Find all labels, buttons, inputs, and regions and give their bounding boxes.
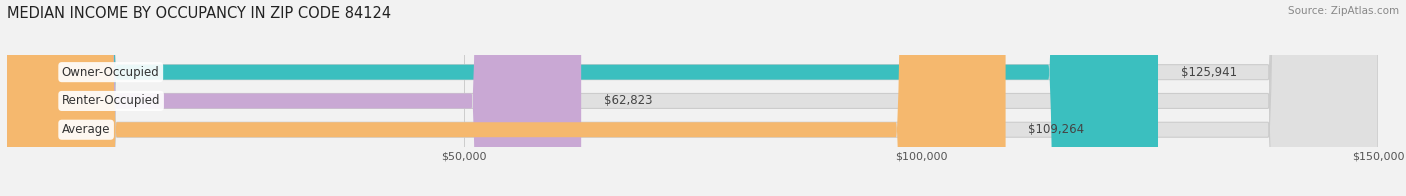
Text: $62,823: $62,823 (605, 94, 652, 107)
FancyBboxPatch shape (7, 0, 1378, 196)
FancyBboxPatch shape (7, 0, 581, 196)
FancyBboxPatch shape (7, 0, 1159, 196)
Text: MEDIAN INCOME BY OCCUPANCY IN ZIP CODE 84124: MEDIAN INCOME BY OCCUPANCY IN ZIP CODE 8… (7, 6, 391, 21)
FancyBboxPatch shape (7, 0, 1005, 196)
FancyBboxPatch shape (7, 0, 1378, 196)
Text: Source: ZipAtlas.com: Source: ZipAtlas.com (1288, 6, 1399, 16)
Text: Average: Average (62, 123, 110, 136)
Text: Renter-Occupied: Renter-Occupied (62, 94, 160, 107)
FancyBboxPatch shape (7, 0, 1378, 196)
Text: $109,264: $109,264 (1028, 123, 1084, 136)
Text: Owner-Occupied: Owner-Occupied (62, 66, 160, 79)
Text: $125,941: $125,941 (1181, 66, 1237, 79)
